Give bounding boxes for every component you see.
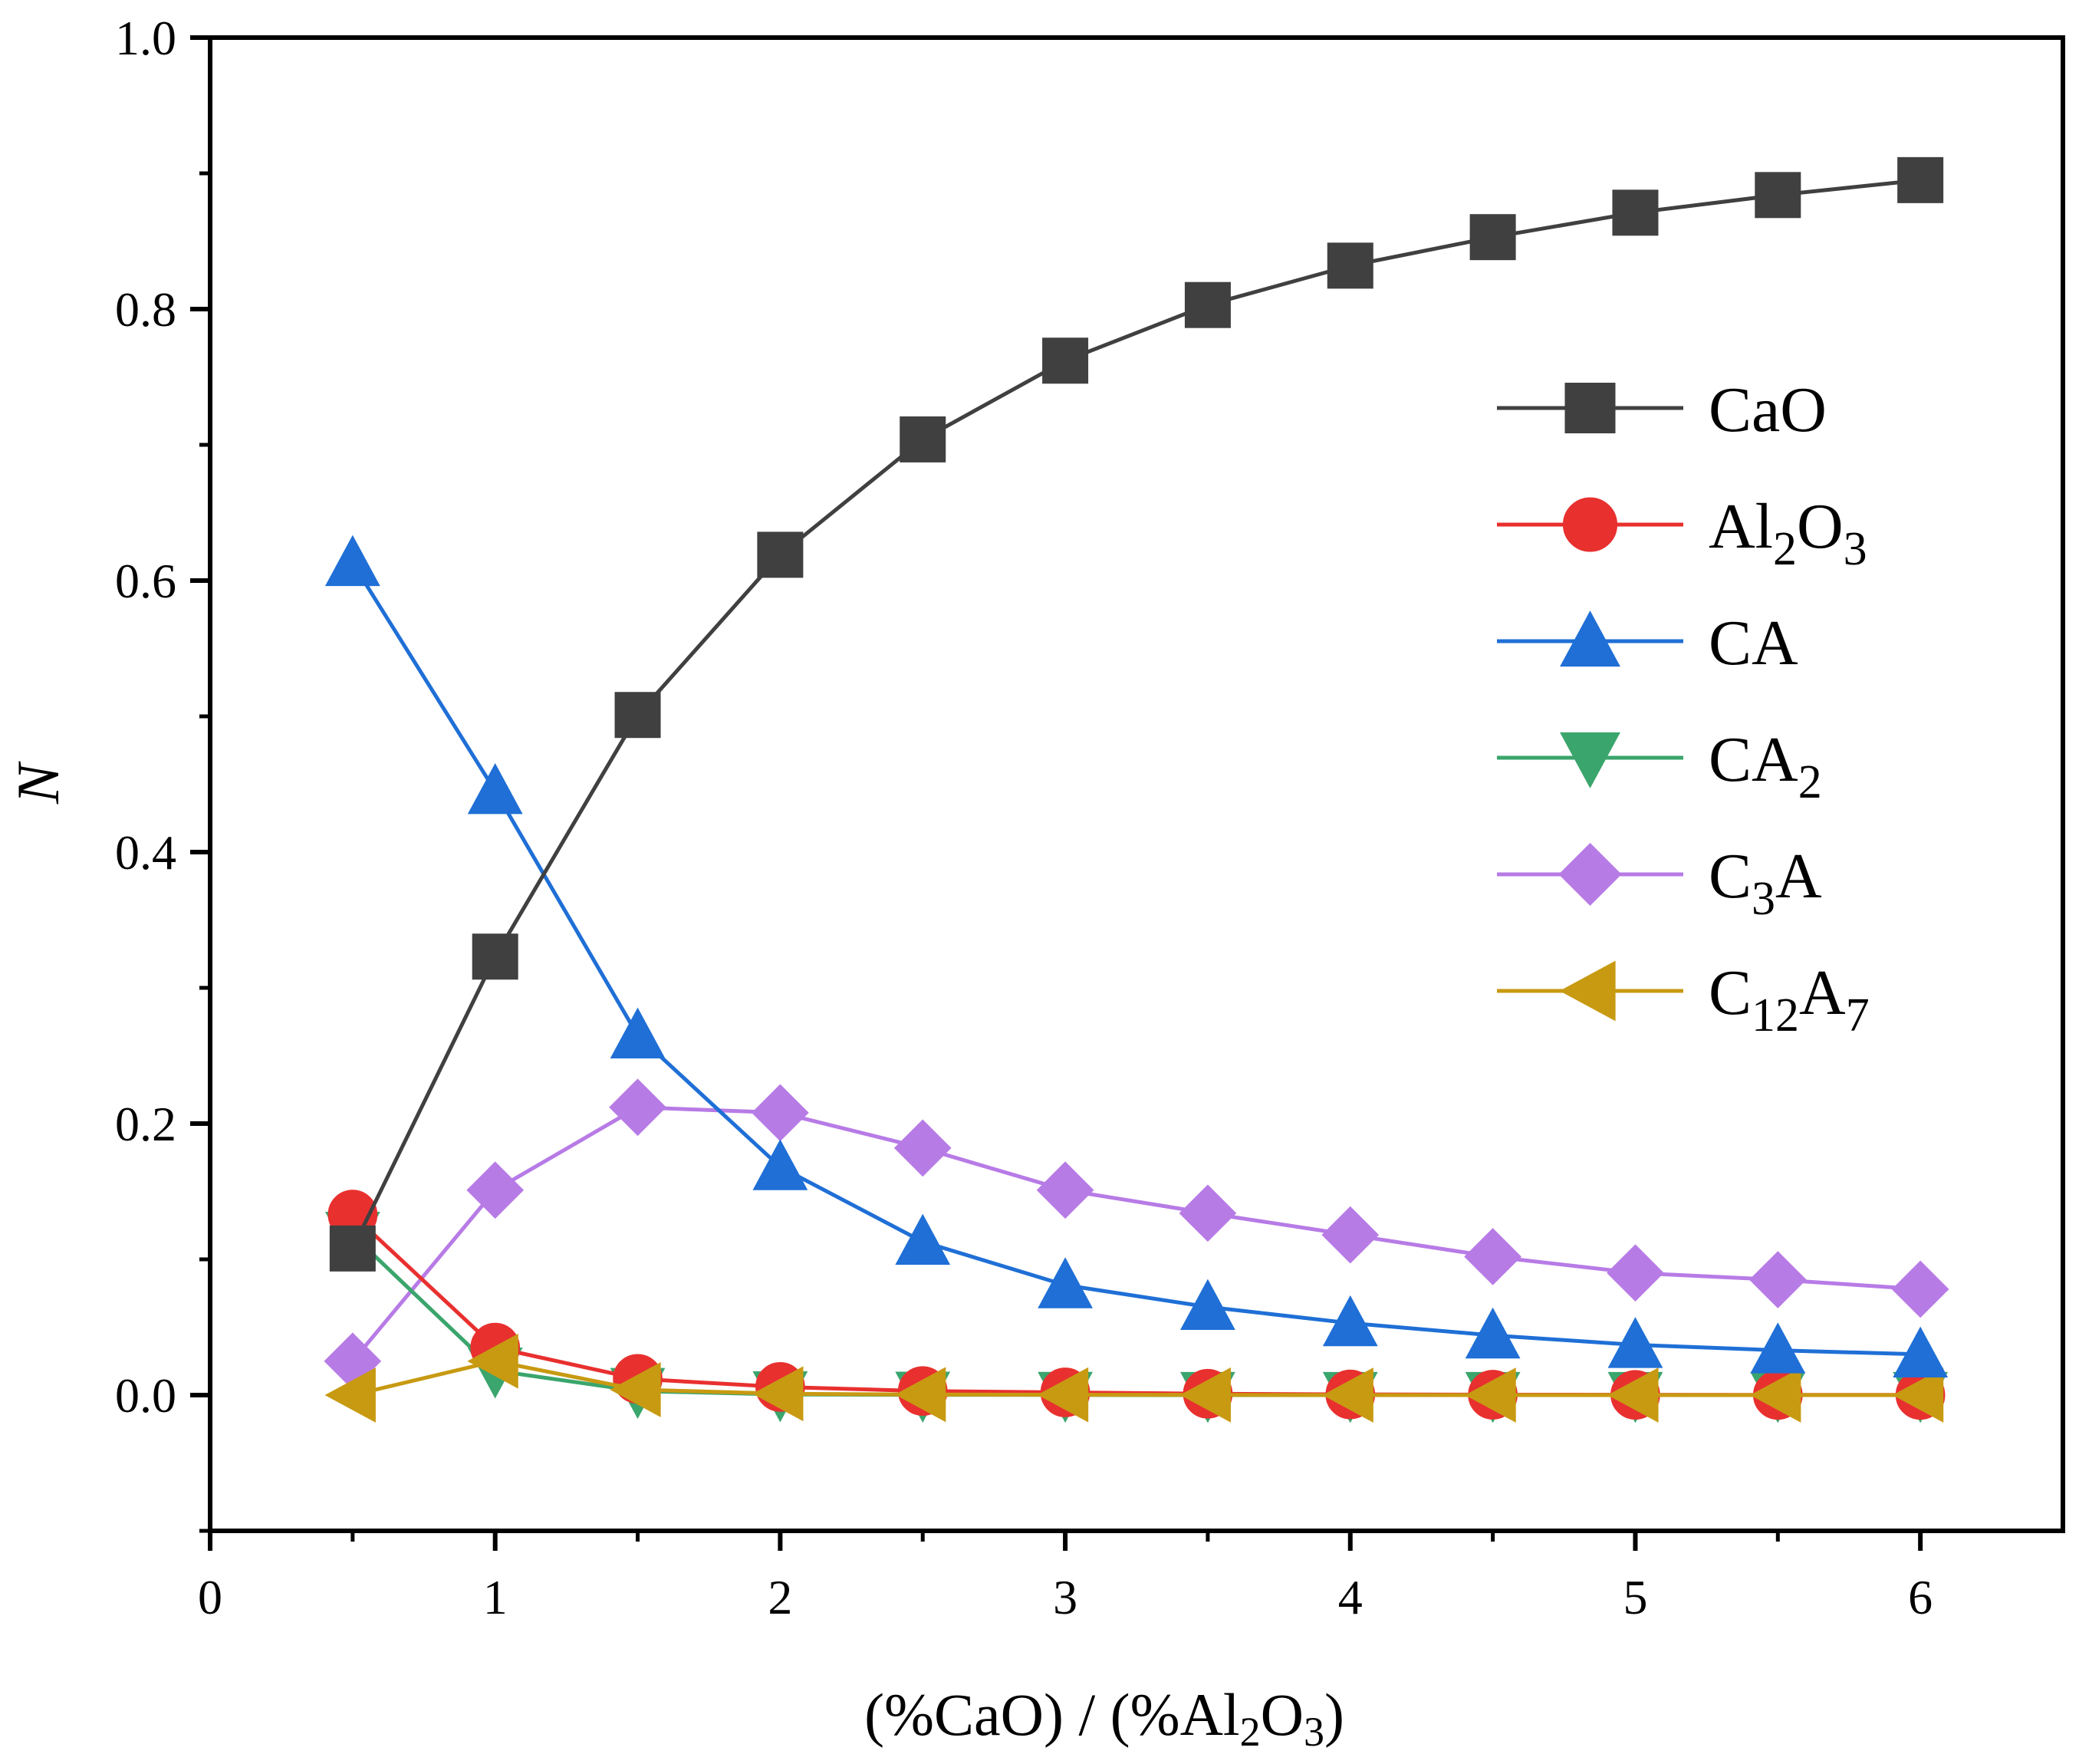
data-point-cao [472,933,518,980]
y-tick-label: 0.4 [115,825,176,880]
data-point-c3a [1607,1244,1664,1302]
data-point-c12a7 [1179,1367,1232,1423]
data-point-ca [1893,1326,1949,1377]
data-point-c12a7 [610,1362,661,1417]
legend-item-ca2: CA2 [1497,724,1822,808]
series-line-c12a7 [352,1359,1921,1397]
x-tick-label: 2 [768,1570,792,1624]
x-tick-label: 0 [198,1570,222,1624]
data-point-c3a [1748,1251,1807,1308]
data-point-cao [1184,281,1231,328]
y-tick-label: 0.0 [115,1368,176,1423]
legend-item-c12a7: C12A7 [1497,957,1870,1042]
data-point-c12a7 [1892,1367,1944,1423]
series-ca [324,535,1949,1377]
data-point-ca [1607,1317,1663,1368]
data-point-cao [757,532,804,578]
data-point-c3a [609,1078,666,1137]
x-tick-label: 6 [1908,1570,1933,1624]
series-layer [324,156,1949,1423]
legend-item-c3a: C3A [1497,841,1822,925]
data-point-ca [1180,1279,1235,1331]
legend-label-al2o3: Al2O3 [1709,491,1867,575]
data-point-ca [324,535,380,587]
series-c3a [324,1078,1949,1390]
data-point-c3a [893,1119,952,1177]
data-point-ca [1750,1322,1806,1374]
data-point-ca [752,1139,808,1190]
y-tick-label: 0.2 [115,1097,176,1151]
data-point-cao [614,692,661,739]
data-point-cao [1897,156,1944,203]
data-point-c12a7 [324,1367,376,1423]
data-point-cao [1042,337,1089,384]
legend-label-cao: CaO [1709,374,1827,446]
x-tick-label: 5 [1623,1570,1647,1624]
x-axis-title: (%CaO) / (%Al2O3) [864,1681,1344,1755]
data-point-c3a [1891,1260,1949,1318]
data-point-c3a [1464,1228,1521,1285]
data-point-c3a [1036,1161,1094,1219]
legend-marker-al2o3 [1562,497,1618,552]
x-tick-label: 4 [1338,1570,1363,1624]
series-cao [329,156,1944,1272]
data-point-c12a7 [1749,1367,1801,1423]
y-tick-label: 0.6 [115,554,176,608]
data-point-cao [1469,214,1516,261]
data-point-c12a7 [1465,1367,1516,1423]
data-point-cao [900,416,946,462]
x-tick-label: 1 [483,1570,508,1624]
ticks-layer: 0 1 2 3 4 5 6 0.0 0.2 0.4 0.6 0.8 1.0 [115,11,1933,1624]
data-point-ca [1465,1307,1521,1359]
legend-label-ca2: CA2 [1709,724,1822,808]
legend-marker-c3a [1558,842,1622,907]
legend-marker-ca [1560,610,1620,667]
y-axis-title: N [5,761,71,805]
data-point-c12a7 [1037,1367,1089,1423]
data-point-cao [329,1225,376,1272]
data-point-ca [895,1213,951,1265]
series-c12a7 [324,1333,1944,1423]
data-point-c3a [466,1161,525,1219]
legend-marker-ca2 [1560,732,1620,788]
series-line-cao [350,178,1921,1249]
data-point-cao [1755,172,1801,219]
y-tick-label: 1.0 [115,11,176,65]
y-tick-label: 0.8 [115,282,176,337]
data-point-ca [467,763,523,815]
data-point-c12a7 [752,1366,804,1422]
series-line-ca [350,561,1921,1357]
legend-label-c3a: C3A [1709,841,1822,925]
legend: CaO Al2O3 CA CA2 C3A C12A7 [1497,374,1870,1042]
legend-label-ca: CA [1709,607,1798,679]
data-point-ca [1038,1257,1093,1308]
x-tick-label: 3 [1053,1570,1077,1624]
legend-item-ca: CA [1497,607,1798,679]
data-point-ca [1322,1295,1378,1347]
plot-frame [208,35,2065,1533]
data-point-cao [1327,242,1373,289]
data-point-c12a7 [467,1333,518,1389]
data-point-ca [610,1007,666,1059]
data-point-c12a7 [1607,1367,1659,1423]
data-point-c12a7 [1322,1367,1373,1423]
legend-marker-cao [1564,383,1616,433]
data-point-cao [1612,189,1659,236]
legend-marker-c12a7 [1559,960,1616,1022]
legend-item-al2o3: Al2O3 [1497,491,1867,575]
legend-label-c12a7: C12A7 [1709,957,1870,1042]
data-point-c12a7 [894,1367,946,1423]
data-point-c3a [1321,1206,1380,1264]
legend-item-cao: CaO [1497,374,1827,446]
data-point-c3a [1179,1184,1237,1242]
